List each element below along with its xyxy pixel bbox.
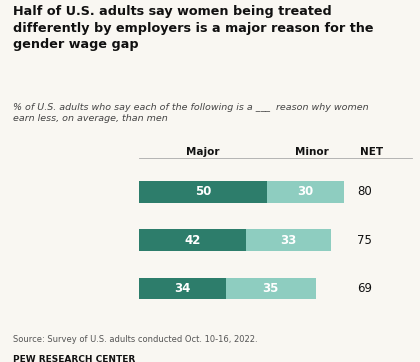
Bar (226, 278, 316, 299)
Text: 50: 50 (194, 185, 211, 198)
Text: 42: 42 (184, 233, 201, 247)
Text: 30: 30 (297, 185, 314, 198)
Text: 69: 69 (357, 282, 372, 295)
Bar (139, 229, 247, 251)
Bar (267, 181, 344, 203)
Text: Half of U.S. adults say women being treated
differently by employers is a major : Half of U.S. adults say women being trea… (13, 5, 373, 51)
Bar (139, 181, 267, 203)
Text: PEW RESEARCH CENTER: PEW RESEARCH CENTER (13, 355, 135, 362)
Bar (139, 278, 226, 299)
Text: 33: 33 (281, 233, 297, 247)
Text: Major: Major (186, 147, 220, 157)
Text: % of U.S. adults who say each of the following is a ___  reason why women
earn l: % of U.S. adults who say each of the fol… (13, 103, 368, 123)
Bar (247, 229, 331, 251)
Text: Source: Survey of U.S. adults conducted Oct. 10-16, 2022.: Source: Survey of U.S. adults conducted … (13, 335, 257, 344)
Text: 75: 75 (357, 233, 372, 247)
Text: NET: NET (360, 147, 383, 157)
Text: 80: 80 (357, 185, 372, 198)
Text: 34: 34 (174, 282, 190, 295)
Text: 35: 35 (262, 282, 279, 295)
Text: Minor: Minor (295, 147, 329, 157)
